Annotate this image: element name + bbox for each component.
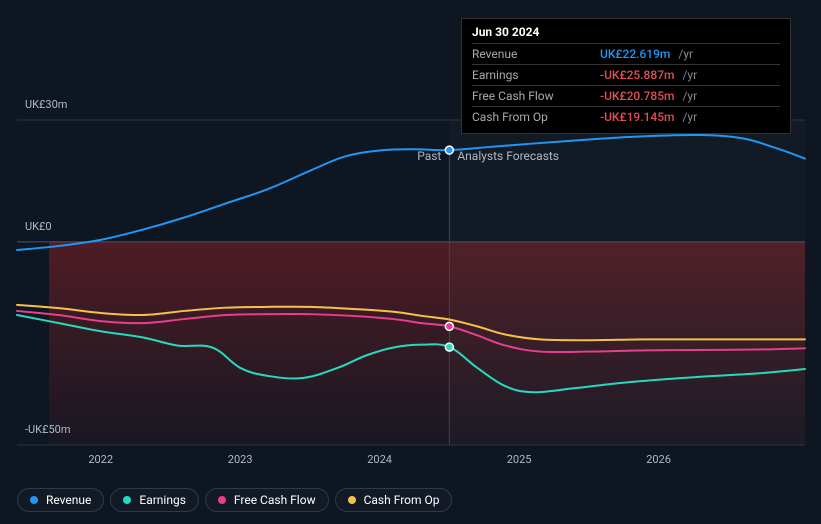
forecast-region-shade [449,120,805,445]
y-axis-label: -UK£50m [25,423,70,436]
x-axis-label: 2023 [228,453,253,466]
legend-dot-icon [30,496,38,504]
tooltip-row: Revenue UK£22.619m/yr [472,43,780,64]
tooltip-metric-suffix: /yr [678,47,693,61]
legend-label: Free Cash Flow [234,493,316,507]
tooltip-metric-suffix: /yr [682,110,697,124]
tooltip-metric-suffix: /yr [682,68,697,82]
chart-legend: Revenue Earnings Free Cash Flow Cash From O… [17,488,452,512]
chart-container: UK£30m UK£0 -UK£50m 2022 2023 2024 2025 2026 Pas… [0,0,821,524]
series-marker-fcf [445,322,453,330]
legend-item-fcf[interactable]: Free Cash Flow [205,488,329,512]
legend-dot-icon [348,496,356,504]
tooltip-metric-label: Cash From Op [472,110,592,124]
x-axis-label: 2022 [88,453,113,466]
chart-tooltip: Jun 30 2024 RevenueUK£22.619m/yrEarnings… [461,18,791,134]
legend-item-earnings[interactable]: Earnings [110,488,199,512]
past-label: Past [417,149,441,163]
tooltip-row: Cash From Op -UK£19.145m/yr [472,106,780,127]
y-axis-label: UK£30m [25,98,67,111]
tooltip-row: Earnings -UK£25.887m/yr [472,64,780,85]
tooltip-row: Free Cash Flow -UK£20.785m/yr [472,85,780,106]
series-marker-earnings [445,343,453,351]
legend-dot-icon [218,496,226,504]
tooltip-metric-value: UK£22.619m [600,47,670,61]
y-axis-label: UK£0 [25,220,52,233]
legend-label: Earnings [139,493,186,507]
tooltip-metric-value: -UK£19.145m [600,110,674,124]
tooltip-metric-value: -UK£25.887m [600,68,674,82]
x-axis-label: 2025 [507,453,532,466]
tooltip-metric-label: Earnings [472,68,592,82]
legend-item-cfo[interactable]: Cash From Op [335,488,453,512]
tooltip-metric-suffix: /yr [682,89,697,103]
tooltip-metric-label: Revenue [472,47,592,61]
tooltip-date: Jun 30 2024 [472,25,780,39]
legend-label: Cash From Op [364,493,440,507]
legend-item-revenue[interactable]: Revenue [17,488,104,512]
legend-dot-icon [123,496,131,504]
x-axis-label: 2026 [646,453,671,466]
legend-label: Revenue [46,493,91,507]
x-axis-label: 2024 [367,453,392,466]
tooltip-metric-value: -UK£20.785m [600,89,674,103]
tooltip-metric-label: Free Cash Flow [472,89,592,103]
forecast-label: Analysts Forecasts [457,149,559,163]
series-marker-revenue [445,146,453,154]
